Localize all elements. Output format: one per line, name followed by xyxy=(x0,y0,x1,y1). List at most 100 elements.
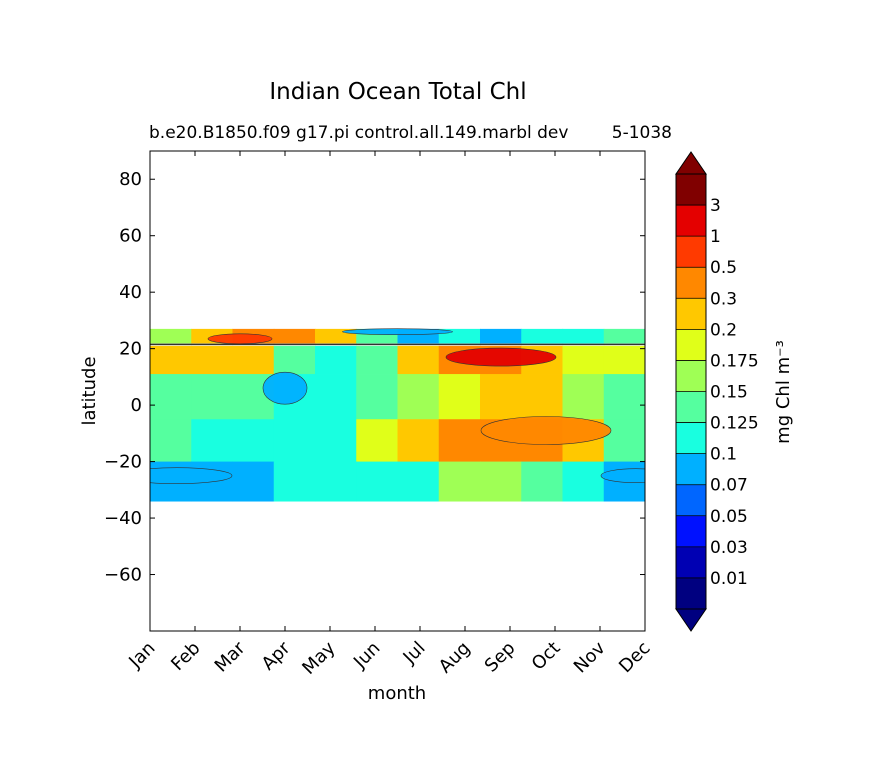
contour-feature xyxy=(342,328,453,336)
heatmap-cell xyxy=(438,461,481,502)
colorbar-segment xyxy=(676,391,706,423)
heatmap-cell xyxy=(521,374,564,420)
x-tick-label: Apr xyxy=(258,637,295,674)
heatmap-cell xyxy=(150,419,192,462)
heatmap-cell xyxy=(232,345,275,375)
colorbar-segment xyxy=(676,360,706,392)
heatmap-cell xyxy=(562,374,605,420)
colorbar-tick-label: 0.01 xyxy=(710,569,748,589)
heatmap-cell xyxy=(315,374,357,420)
colorbar-tick-label: 3 xyxy=(710,196,721,216)
colorbar-segment xyxy=(676,298,706,330)
x-tick-label: Nov xyxy=(570,637,610,677)
y-tick-label: 40 xyxy=(119,282,142,303)
x-tick-label: Jan xyxy=(124,638,159,673)
heatmap-cell xyxy=(150,345,192,375)
heatmap-cell xyxy=(273,419,316,462)
heatmap-cell xyxy=(603,419,645,462)
colorbar-tick-label: 0.175 xyxy=(710,351,759,371)
x-tick-label: Jul xyxy=(399,638,430,669)
colorbar-segment xyxy=(676,236,706,268)
colorbar-tick-label: 1 xyxy=(710,227,721,247)
y-tick-label: −20 xyxy=(104,452,142,473)
heatmap-cell xyxy=(232,461,275,502)
y-tick-label: 20 xyxy=(119,339,142,360)
heatmap-cell xyxy=(315,419,357,462)
heatmap-cell xyxy=(603,345,645,375)
contour-feature xyxy=(600,468,645,483)
colorbar-segment xyxy=(676,577,706,610)
colorbar-tick-label: 0.15 xyxy=(710,383,748,403)
contour-feature xyxy=(480,416,612,445)
contour-feature xyxy=(207,333,273,345)
x-tick-label: Oct xyxy=(528,638,565,675)
contour-feature xyxy=(150,467,233,484)
x-axis-label: month xyxy=(368,683,426,704)
colorbar-segment xyxy=(676,484,706,517)
heatmap-cell xyxy=(397,461,440,502)
heatmap-cell xyxy=(150,328,192,344)
colorbar-segment xyxy=(676,174,706,206)
heatmap-cell xyxy=(273,461,316,502)
contour-feature xyxy=(262,371,308,405)
heatmap-cell xyxy=(562,461,605,502)
heatmap-cell xyxy=(273,345,316,375)
colorbar-segment xyxy=(676,546,706,579)
heatmap-cell xyxy=(150,374,192,420)
x-tick-label: Aug xyxy=(435,638,475,678)
heatmap-cell xyxy=(356,345,399,375)
colorbar-extend-low xyxy=(675,608,707,632)
heatmap-cell xyxy=(397,374,440,420)
heatmap-cell xyxy=(232,419,275,462)
colorbar-segment xyxy=(676,453,706,486)
heatmap-cell xyxy=(273,328,316,344)
colorbar-tick-label: 0.1 xyxy=(710,445,737,465)
plot-frame xyxy=(149,150,646,632)
colorbar-tick-label: 0.3 xyxy=(710,289,737,309)
heatmap-cell xyxy=(521,328,564,344)
y-tick-label: −60 xyxy=(104,565,142,586)
colorbar-tick-label: 0.03 xyxy=(710,538,748,558)
heatmap-cell xyxy=(603,374,645,420)
x-tick-label: Dec xyxy=(615,638,654,677)
heatmap-cell xyxy=(438,419,481,462)
heatmap-cell xyxy=(603,328,645,344)
heatmap-cell xyxy=(356,461,399,502)
colorbar: 0.01 0.03 0.05 0.07 0.1 0.125 0.15 0.175 0.2 0.3 0… xyxy=(675,151,759,632)
colorbar-tick-label: 0.2 xyxy=(710,320,737,340)
heatmap-cell xyxy=(356,374,399,420)
heatmap-cell xyxy=(315,461,357,502)
colorbar-segment xyxy=(676,422,706,454)
heatmap-cell xyxy=(191,419,234,462)
heatmap-cell xyxy=(480,328,522,344)
heatmap-cell xyxy=(315,345,357,375)
heatmap-cell xyxy=(480,461,522,502)
colorbar-tick-label: 0.125 xyxy=(710,414,759,434)
colorbar-segment xyxy=(676,515,706,548)
colorbar-tick-label: 0.5 xyxy=(710,258,737,278)
y-tick-label: 80 xyxy=(119,169,142,190)
heatmap-cell xyxy=(191,345,234,375)
y-tick-label: 0 xyxy=(131,395,142,416)
x-tick-label: Feb xyxy=(167,638,204,675)
heatmap-cell xyxy=(397,419,440,462)
colorbar-extend-high xyxy=(675,151,707,175)
x-tick-label: Mar xyxy=(211,637,250,676)
chart-subtitle-right: 5-1038 xyxy=(612,123,672,143)
y-axis: 80 60 40 20 0 −20 −40 −60 xyxy=(104,169,645,586)
heatmap-cell xyxy=(397,345,440,375)
y-tick-label: 60 xyxy=(119,226,142,247)
colorbar-segment xyxy=(676,205,706,237)
heatmap-cell xyxy=(438,374,481,420)
chart-subtitle-left: b.e20.B1850.f09 g17.pi control.all.149.m… xyxy=(149,123,568,143)
contour-feature xyxy=(445,347,557,367)
heatmap-cell xyxy=(521,461,564,502)
y-axis-label: latitude xyxy=(79,356,100,425)
y-tick-label: −40 xyxy=(104,508,142,529)
chl-features xyxy=(150,328,645,484)
colorbar-segment xyxy=(676,267,706,299)
heatmap-cell xyxy=(562,345,605,375)
colorbar-tick-label: 0.05 xyxy=(710,507,748,527)
x-tick-label: Jun xyxy=(349,638,384,673)
